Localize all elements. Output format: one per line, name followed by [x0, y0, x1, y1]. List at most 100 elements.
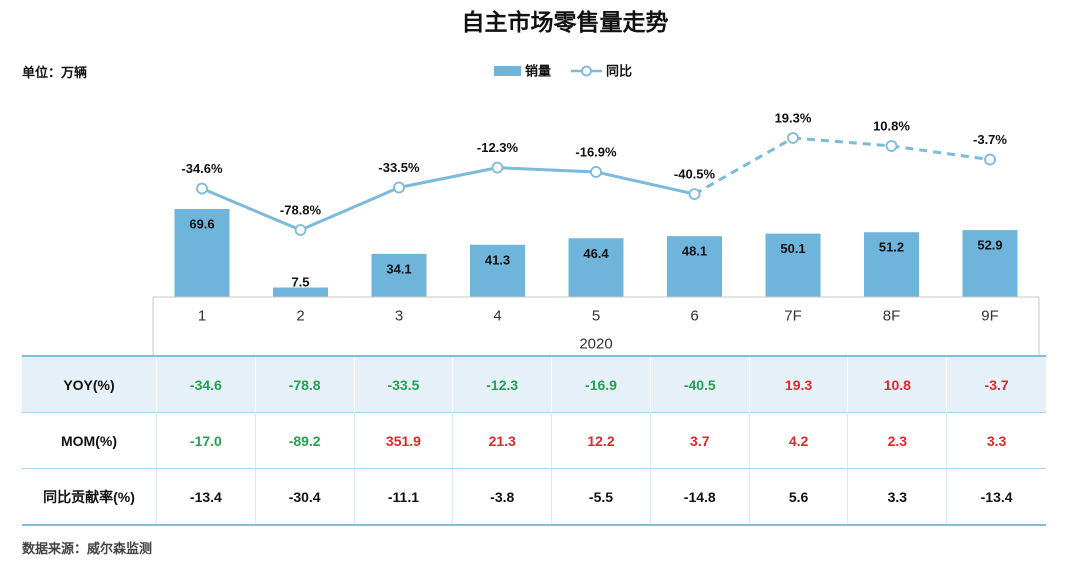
legend-bar-swatch: [494, 66, 521, 76]
sales-bar: [962, 230, 1018, 297]
sales-bar: [371, 253, 427, 297]
category-label: 1: [198, 308, 206, 325]
bar-value-labels: 69.6 7.5 34.1 41.3 46.4 48.1 50.1 51.2 52.9: [189, 216, 1002, 289]
table-cell: -78.8: [255, 357, 355, 413]
yoy-value-label: -16.9%: [575, 144, 617, 159]
yoy-line-segment: [397, 166, 499, 190]
source-note: 数据来源：威尔森监测: [22, 541, 153, 556]
bar-value-label: 52.9: [977, 238, 1002, 253]
table-cell: -5.5: [552, 469, 651, 524]
sales-bar: [864, 232, 919, 297]
indicator-table: YOY(%) -34.6 -78.8 -33.5 -12.3 -16.9 -40.5 19.3…: [22, 355, 1046, 526]
category-label: 7F: [784, 308, 802, 325]
yoy-line-segment-dashed: [693, 136, 794, 196]
table-cell: -30.4: [256, 469, 355, 524]
yoy-marker: [294, 224, 307, 236]
table-cell: 3.3: [947, 413, 1046, 469]
yoy-marker: [491, 161, 504, 174]
category-label: 3: [395, 308, 403, 325]
yoy-marker: [787, 132, 799, 144]
bar-value-label: 50.1: [780, 241, 805, 256]
yoy-marker: [393, 181, 405, 194]
legend-line-marker-icon: [581, 65, 592, 77]
yoy-value-label: -40.5%: [674, 167, 716, 182]
table-cell: 4.2: [749, 413, 849, 469]
yoy-line-segment: [496, 166, 598, 174]
table-cell: 3.3: [848, 469, 948, 524]
category-label: 8F: [883, 308, 901, 325]
table-cell: -11.1: [355, 469, 454, 524]
yoy-value-labels: -34.6% -78.8% -33.5% -12.3% -16.9% -40.5% 19.3…: [181, 110, 1007, 217]
chart-legend: 销量 同比: [494, 64, 632, 79]
yoy-line-segment-dashed: [792, 136, 892, 148]
bar-value-label: 48.1: [682, 244, 707, 259]
table-cell: -89.2: [255, 413, 355, 469]
yoy-line-segment: [200, 187, 302, 232]
chart-title: 自主市场零售量走势: [461, 9, 669, 35]
sales-bar: [765, 233, 821, 297]
table-cell: -3.8: [453, 469, 553, 524]
sales-bar: [470, 244, 525, 297]
sales-bar: [174, 208, 230, 297]
category-axis: 1 2 3 4 5 6 7F 8F 9F 2020: [152, 296, 1040, 356]
table-cell: 5.6: [750, 469, 849, 524]
yoy-value-label: -33.5%: [378, 160, 420, 175]
yoy-marker: [196, 182, 208, 195]
table-cell: 21.3: [453, 413, 553, 469]
category-label: 4: [493, 308, 501, 325]
bar-value-label: 34.1: [386, 261, 411, 276]
yoy-value-label: -78.8%: [280, 203, 322, 218]
yoy-marker: [885, 140, 898, 152]
yoy-value-label: -12.3%: [477, 140, 519, 155]
category-label: 6: [690, 308, 698, 325]
table-cell: -13.4: [980, 488, 1013, 505]
table-cell: -13.4: [157, 469, 256, 524]
combo-chart: 销量 同比 1 2 3 4 5 6 7F 8F 9F 2020 69.6 7.5 34.1 41.3 4…: [152, 64, 1040, 356]
unit-label: 单位：万辆: [22, 65, 88, 80]
table-cell: 3.7: [650, 413, 750, 469]
sales-bar: [273, 287, 328, 297]
legend-line-label: 同比: [606, 64, 632, 79]
category-label: 2: [296, 308, 304, 325]
table-row-label: YOY(%): [22, 357, 157, 413]
table-cell: -33.5: [354, 357, 454, 413]
table-cell: 12.2: [552, 413, 651, 469]
bar-value-label: 69.6: [189, 216, 214, 231]
table-cell: 351.9: [354, 413, 454, 469]
category-label: 5: [592, 308, 600, 325]
yoy-markers: [196, 132, 996, 236]
bar-value-label: 7.5: [291, 275, 309, 290]
bar-value-label: 46.4: [583, 246, 609, 261]
table-cell: -34.6: [157, 357, 256, 413]
category-labels: 1 2 3 4 5 6 7F 8F 9F: [198, 308, 999, 325]
yoy-line-segment-dashed: [891, 144, 991, 162]
table-cell: -16.9: [552, 357, 651, 413]
table-row-label: MOM(%): [22, 413, 157, 469]
yoy-value-label: -34.6%: [181, 161, 223, 176]
yoy-line-series: [200, 136, 991, 232]
yoy-marker: [984, 153, 996, 166]
bar-series: [174, 208, 1018, 297]
yoy-marker: [688, 188, 701, 200]
legend-bar-label: 销量: [525, 64, 551, 79]
yoy-line-segment: [594, 170, 696, 196]
table-cell: -40.5: [650, 357, 750, 413]
table-cell: -17.0: [157, 413, 256, 469]
yoy-value-label: 10.8%: [873, 118, 910, 133]
bar-value-label: 51.2: [879, 240, 904, 255]
category-label: 9F: [981, 308, 999, 325]
sales-bar: [568, 238, 624, 297]
table-cell: 10.8: [848, 357, 948, 413]
year-group-label: 2020: [579, 336, 612, 353]
yoy-value-label: 19.3%: [775, 110, 812, 125]
sales-bar: [667, 236, 722, 297]
table-row-label: 同比贡献率(%): [22, 469, 157, 524]
yoy-marker: [590, 166, 602, 178]
table-cell: -3.7: [947, 357, 1046, 413]
yoy-line-segment: [299, 186, 401, 232]
table-cell: -14.8: [651, 469, 750, 524]
table-cell: 2.3: [848, 413, 948, 469]
table-cell: -12.3: [453, 357, 553, 413]
table-cell: 19.3: [749, 357, 849, 413]
yoy-value-label: -3.7%: [973, 132, 1007, 147]
